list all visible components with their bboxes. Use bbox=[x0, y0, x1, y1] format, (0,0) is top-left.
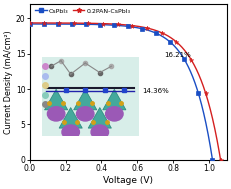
Circle shape bbox=[47, 107, 65, 121]
Circle shape bbox=[62, 125, 79, 139]
Y-axis label: Current Density (mA/cm²): Current Density (mA/cm²) bbox=[4, 30, 13, 134]
X-axis label: Voltage (V): Voltage (V) bbox=[103, 176, 153, 185]
Circle shape bbox=[76, 107, 94, 121]
Polygon shape bbox=[45, 89, 68, 110]
Circle shape bbox=[106, 107, 123, 121]
Circle shape bbox=[91, 125, 109, 139]
Polygon shape bbox=[103, 89, 126, 110]
FancyBboxPatch shape bbox=[42, 57, 139, 136]
Legend: CsPbI₃, 0.2PAN-CsPbI₃: CsPbI₃, 0.2PAN-CsPbI₃ bbox=[33, 6, 133, 16]
Text: 16.21%: 16.21% bbox=[164, 52, 191, 58]
Text: 14.36%: 14.36% bbox=[143, 88, 169, 94]
Polygon shape bbox=[74, 89, 97, 110]
Polygon shape bbox=[88, 108, 111, 128]
Polygon shape bbox=[59, 108, 82, 128]
